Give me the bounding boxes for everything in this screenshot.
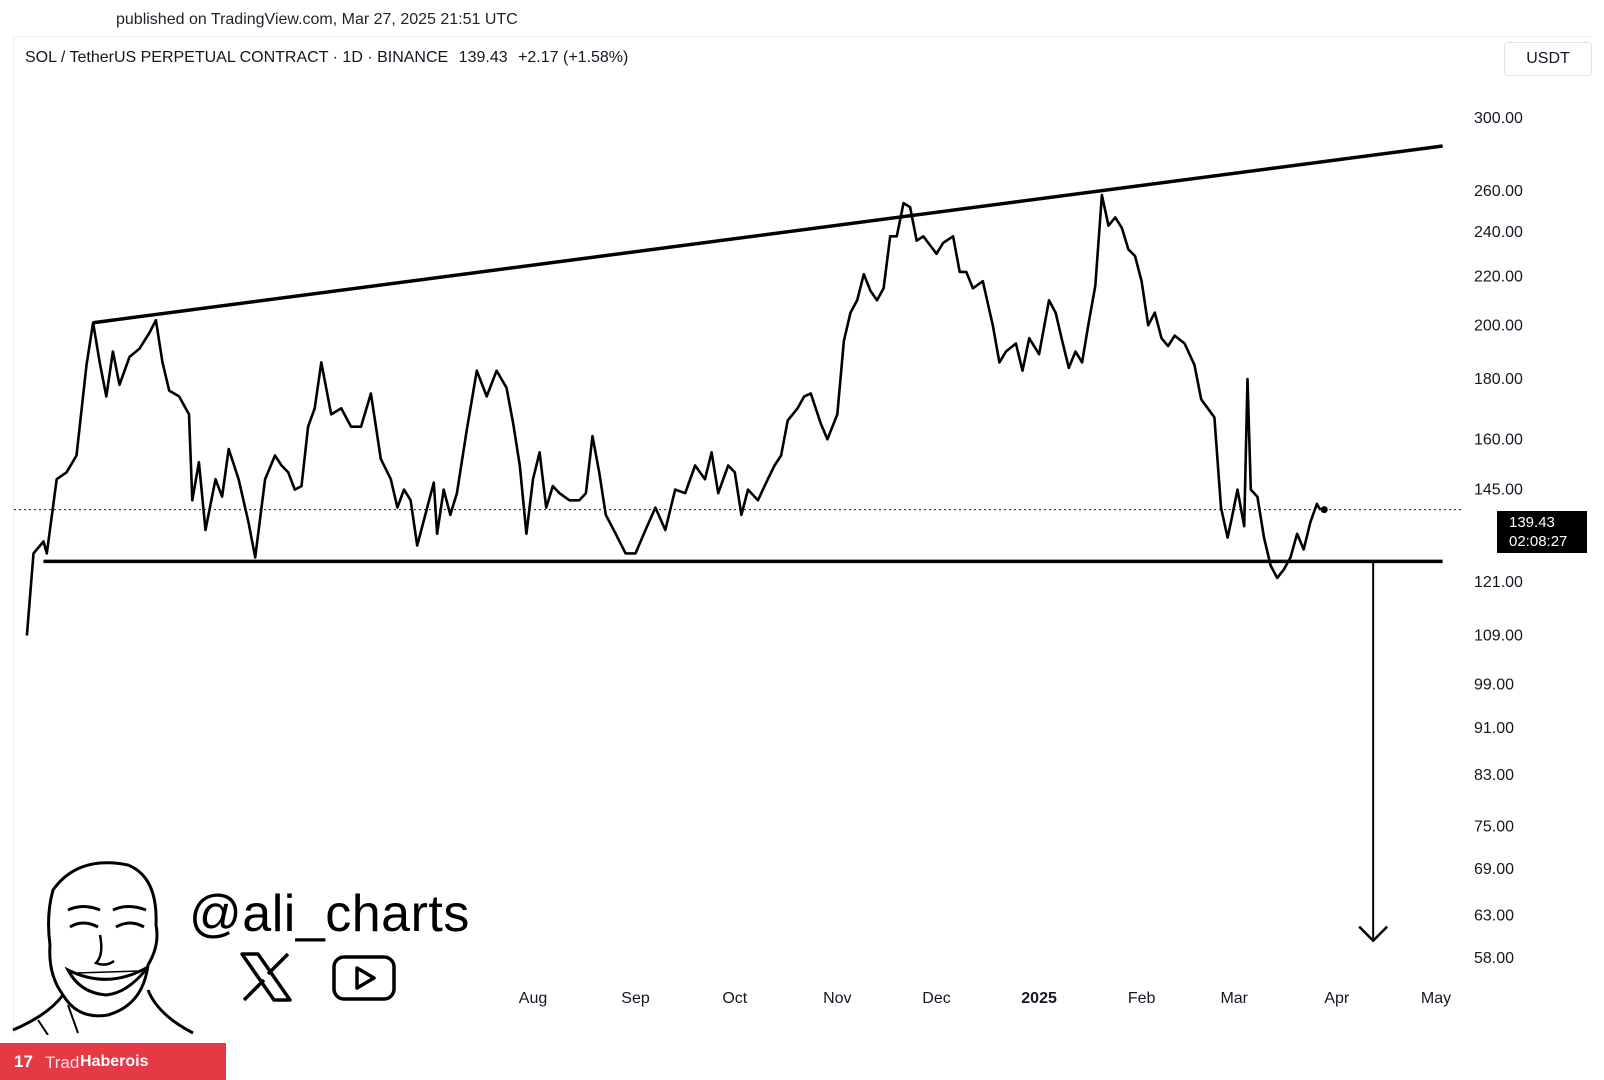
time-tick-label: Feb: [1128, 990, 1156, 1007]
price-tick-label: 75.00: [1474, 819, 1514, 836]
price-tick-label: 69.00: [1474, 861, 1514, 878]
tradingview-text: Trad: [45, 1053, 80, 1072]
price-tick-label: 63.00: [1474, 908, 1514, 925]
time-tick-label: Oct: [722, 990, 747, 1007]
price-axis[interactable]: 300.00 260.00 240.00 220.00 200.00 180.00 160.…: [1474, 110, 1523, 967]
last-price-tag-value: 139.43: [1509, 514, 1555, 531]
chart-frame: [13, 36, 1591, 1036]
time-tick-label: Dec: [922, 990, 950, 1007]
price-tick-label: 200.00: [1474, 317, 1523, 334]
x-logo-icon: [240, 952, 292, 1002]
price-tick-label: 240.00: [1474, 224, 1523, 241]
published-note: published on TradingView.com, Mar 27, 20…: [116, 11, 518, 28]
price-tick-label: 121.00: [1474, 574, 1523, 591]
price-tick-label: 145.00: [1474, 482, 1523, 499]
last-price-tag: 139.43 02:08:27: [1497, 511, 1587, 553]
symbol-change: +2.17 (+1.58%): [518, 49, 629, 66]
price-tick-label: 260.00: [1474, 183, 1523, 200]
price-tick-label: 180.00: [1474, 371, 1523, 388]
avatar-face-icon: [12, 861, 194, 1035]
symbol-price: 139.43: [458, 49, 508, 66]
time-tick-label: Sep: [621, 990, 650, 1007]
price-tick-label: 91.00: [1474, 720, 1514, 737]
time-axis[interactable]: Aug Sep Oct Nov Dec 2025 Feb Mar Apr May: [519, 990, 1451, 1007]
price-tick-label: 220.00: [1474, 269, 1523, 286]
drawings[interactable]: [43, 144, 1443, 943]
tradingview-banner: 17 Trad Haberois: [0, 1043, 226, 1080]
trendline[interactable]: [92, 144, 1443, 325]
currency-button[interactable]: USDT: [1504, 42, 1592, 76]
arrow-head-icon: [1358, 925, 1389, 943]
overlay-text: Haberois: [80, 1053, 149, 1070]
price-tick-label: 58.00: [1474, 950, 1514, 967]
time-tick-label: Aug: [519, 990, 547, 1007]
time-tick-label: Nov: [823, 990, 851, 1007]
price-tick-label: 300.00: [1474, 110, 1523, 127]
last-price-dot: [1320, 506, 1328, 514]
time-tick-label: 2025: [1021, 990, 1057, 1007]
price-line: [25, 193, 1322, 636]
price-tick-label: 109.00: [1474, 628, 1523, 645]
youtube-play-icon: [332, 955, 396, 1001]
price-tick-label: 99.00: [1474, 677, 1514, 694]
price-tick-label: 83.00: [1474, 767, 1514, 784]
tradingview-logo-icon: 17: [14, 1052, 33, 1071]
time-tick-label: May: [1421, 990, 1451, 1007]
symbol-name[interactable]: SOL / TetherUS PERPETUAL CONTRACT · 1D ·…: [25, 49, 449, 66]
symbol-legend: SOL / TetherUS PERPETUAL CONTRACT · 1D ·…: [25, 49, 634, 67]
bar-countdown: 02:08:27: [1509, 533, 1568, 550]
time-tick-label: Mar: [1220, 990, 1248, 1007]
time-tick-label: Apr: [1324, 990, 1350, 1007]
watermark-handle: @ali_charts: [189, 885, 470, 943]
price-tick-label: 160.00: [1474, 431, 1523, 448]
